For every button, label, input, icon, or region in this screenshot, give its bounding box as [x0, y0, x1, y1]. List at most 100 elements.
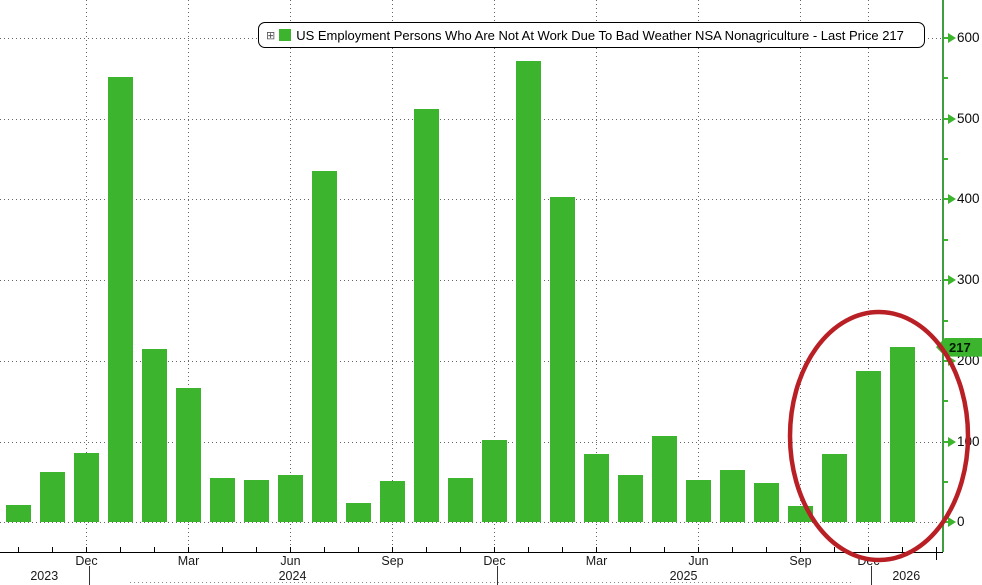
x-axis-year-label: 2023 — [30, 569, 59, 583]
x-axis-month-label: Sep — [789, 554, 812, 568]
x-axis-tick — [562, 547, 564, 552]
bar — [618, 475, 643, 523]
h-gridline — [0, 199, 942, 201]
x-axis-tick — [630, 547, 632, 552]
expand-box-icon[interactable]: ⊞ — [266, 28, 276, 42]
legend-item[interactable]: ⊞ US Employment Persons Who Are Not At W… — [258, 22, 925, 48]
bar — [142, 348, 167, 523]
x-axis-tick — [222, 547, 224, 552]
x-axis-year-label: 2024 — [278, 569, 307, 583]
x-axis-tick — [52, 547, 54, 552]
bar — [448, 477, 473, 523]
y-axis-tick-label: 0 — [957, 514, 965, 530]
h-gridline — [0, 280, 942, 282]
bar — [686, 480, 711, 523]
y-tick-arrow-icon — [943, 32, 956, 43]
y-axis-tick-label: 400 — [957, 191, 980, 207]
series-swatch-icon — [279, 29, 292, 41]
h-gridline — [0, 360, 942, 362]
v-gridline — [800, 0, 801, 552]
x-axis-tick — [188, 547, 190, 552]
bar — [40, 472, 65, 523]
v-gridline — [86, 0, 87, 552]
x-axis-tick — [664, 547, 666, 552]
h-gridline — [0, 118, 942, 120]
x-axis-tick — [766, 547, 768, 552]
x-axis-tick — [596, 547, 598, 552]
v-gridline — [392, 0, 393, 552]
x-axis-month-label: Dec — [75, 554, 98, 568]
y-tick-arrow-icon — [943, 194, 956, 205]
x-axis-line — [0, 552, 943, 554]
x-axis-tick — [18, 547, 20, 552]
x-axis-tick — [392, 547, 394, 552]
v-gridline — [868, 0, 869, 552]
y-axis-line — [942, 0, 944, 552]
year-divider — [496, 566, 498, 585]
v-gridline — [698, 0, 699, 552]
bar — [244, 480, 269, 523]
x-axis-tick — [358, 547, 360, 552]
v-gridline — [494, 0, 495, 552]
v-gridline — [290, 0, 291, 552]
y-axis-minor-tick — [942, 158, 948, 161]
x-axis-tick — [256, 547, 258, 552]
x-axis-month-label: Dec — [483, 554, 506, 568]
year-divider — [870, 566, 872, 585]
x-axis-tick — [120, 547, 122, 552]
bar — [380, 481, 405, 523]
y-tick-arrow-icon — [943, 113, 956, 124]
legend-series-label: US Employment Persons Who Are Not At Wor… — [296, 27, 904, 43]
x-axis-tick — [426, 547, 428, 552]
lower-panel-gridline — [130, 582, 852, 583]
x-axis-month-label: Jun — [280, 554, 301, 568]
bar — [482, 439, 507, 523]
bar — [108, 76, 133, 523]
x-axis-tick — [154, 547, 156, 552]
x-axis-month-label: Dec — [857, 554, 880, 568]
x-axis-tick — [698, 547, 700, 552]
bar — [6, 504, 31, 523]
h-gridline — [0, 441, 942, 443]
y-axis-minor-tick — [942, 238, 948, 241]
bar — [278, 474, 303, 523]
x-axis-tick — [290, 547, 292, 552]
y-axis-minor-tick — [942, 77, 948, 80]
y-tick-arrow-icon — [943, 517, 956, 528]
x-axis-tick — [494, 547, 496, 552]
y-axis-tick-label: 100 — [957, 433, 980, 449]
x-axis-month-label: Jun — [688, 554, 709, 568]
bar — [550, 196, 575, 523]
x-axis-tick — [86, 547, 88, 552]
y-axis-tick-label: 600 — [957, 29, 980, 45]
bar — [788, 506, 813, 523]
bar — [720, 469, 745, 523]
x-axis-year-label: 2025 — [669, 569, 698, 583]
bar — [414, 109, 439, 523]
v-gridline — [188, 0, 189, 552]
x-axis-tick — [324, 547, 326, 552]
year-divider — [88, 566, 90, 585]
bar — [346, 502, 371, 523]
bar — [312, 171, 337, 523]
x-axis-month-label: Sep — [381, 554, 404, 568]
bar — [176, 388, 201, 523]
y-tick-arrow-icon — [943, 275, 956, 286]
x-axis-tick — [528, 547, 530, 552]
last-price-badge: 217 — [936, 337, 982, 357]
bar — [210, 477, 235, 523]
bar — [652, 435, 677, 523]
x-axis-tick — [460, 547, 462, 552]
bar — [822, 453, 847, 523]
bar — [856, 371, 881, 523]
y-tick-arrow-icon — [943, 355, 956, 366]
bar — [754, 482, 779, 523]
h-gridline — [0, 522, 942, 524]
bar — [516, 61, 541, 523]
v-gridline — [596, 0, 597, 552]
x-axis-tick — [732, 547, 734, 552]
x-axis-month-label: Mar — [177, 554, 200, 568]
y-axis-tick-label: 300 — [957, 272, 980, 288]
